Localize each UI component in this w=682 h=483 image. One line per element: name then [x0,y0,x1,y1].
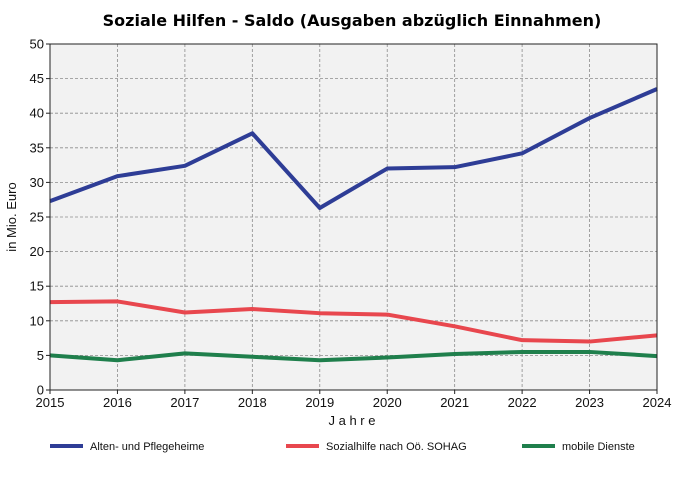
y-axis-label: in Mio. Euro [4,182,19,251]
y-tick-label: 15 [30,279,44,294]
x-tick-label: 2024 [643,395,672,410]
series-line-3 [49,349,658,363]
y-tick-label: 50 [30,37,44,52]
x-tick-label: 2023 [575,395,604,410]
x-tick-label: 2021 [440,395,469,410]
y-tick-label: 35 [30,140,44,155]
legend-label-2: Sozialhilfe nach Oö. SOHAG [326,441,467,453]
chart-title: Soziale Hilfen - Saldo (Ausgaben abzügli… [103,11,602,30]
y-axis-ticks: 0 5 10 15 20 25 30 35 40 45 50 [30,37,50,398]
x-tick-label: 2017 [170,395,199,410]
y-tick-label: 25 [30,210,44,225]
x-tick-label: 2016 [103,395,132,410]
y-tick-label: 0 [37,383,44,398]
x-axis-label: J a h r e [329,413,376,428]
y-tick-label: 45 [30,71,44,86]
x-tick-label: 2020 [373,395,402,410]
x-axis-ticks: 2015 2016 2017 2018 2019 2020 2021 2022 2023 2024 [36,390,672,410]
series-lines [49,87,658,363]
y-tick-label: 10 [30,313,44,328]
y-tick-label: 40 [30,106,44,121]
y-tick-label: 20 [30,244,44,259]
series-line-1 [49,87,658,211]
x-tick-label: 2019 [305,395,334,410]
y-tick-label: 5 [37,348,44,363]
y-tick-label: 30 [30,175,44,190]
x-tick-label: 2022 [508,395,537,410]
series-line-2 [49,299,658,344]
legend: Alten- und Pflegeheime Sozialhilfe nach O… [50,441,635,453]
x-tick-label: 2018 [238,395,267,410]
legend-label-3: mobile Dienste [562,441,635,453]
gridlines [50,44,657,390]
x-tick-label: 2015 [36,395,65,410]
legend-label-1: Alten- und Pflegeheime [90,441,204,453]
